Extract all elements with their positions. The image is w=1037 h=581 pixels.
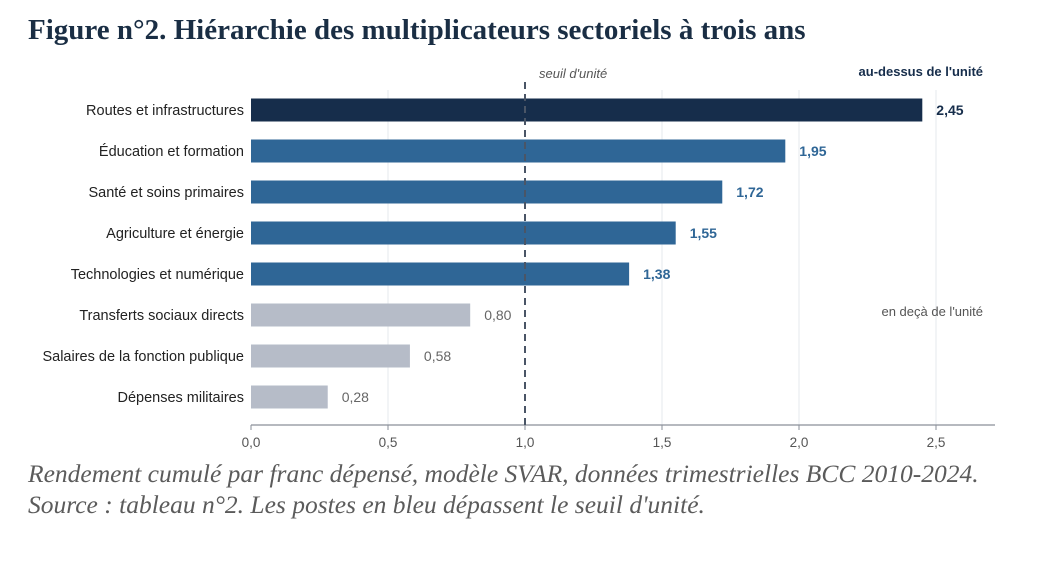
x-tick-label: 0,0 [242,435,261,450]
value-label: 0,28 [342,389,369,405]
category-label: Santé et soins primaires [88,185,244,201]
x-tick-label: 2,5 [927,435,946,450]
category-label: Transferts sociaux directs [79,308,244,324]
value-label: 1,38 [643,266,670,282]
annotations: seuil d'unité au-dessus de l'unité en deçà… [524,64,983,425]
value-label: 1,95 [799,143,826,159]
category-labels: Routes et infrastructures Éducation et fo… [42,103,244,406]
threshold-label: seuil d'unité [539,66,607,81]
bar [251,262,630,286]
category-label: Agriculture et énergie [106,226,244,242]
category-label: Salaires de la fonction publique [42,349,244,365]
value-label: 2,45 [936,102,963,118]
x-tick-label: 1,5 [653,435,672,450]
chart-caption: Rendement cumulé par franc dépensé, modè… [28,459,979,519]
value-label: 0,58 [424,348,451,364]
bar [251,180,723,204]
bar [251,139,786,163]
x-tick-label: 1,0 [516,435,535,450]
bar [251,344,410,368]
bar-chart: Routes et infrastructures Éducation et fo… [42,64,995,450]
value-label: 1,72 [736,184,763,200]
value-label: 1,55 [690,225,717,241]
value-label: 0,80 [484,307,511,323]
category-label: Dépenses militaires [117,390,244,406]
bar [251,385,328,409]
bars [251,98,923,409]
below-group-label: en deçà de l'unité [881,304,983,319]
category-label: Éducation et formation [99,143,244,160]
category-label: Technologies et numérique [71,267,244,283]
value-labels: 2,45 1,95 1,72 1,55 1,38 0,80 0,58 0,28 [342,102,964,405]
bar [251,98,923,122]
bar [251,303,471,327]
chart-title: Figure n°2. Hiérarchie des multiplicateu… [28,14,806,46]
bar [251,221,676,245]
category-label: Routes et infrastructures [86,103,244,119]
x-tick-label: 0,5 [379,435,398,450]
above-group-label: au-dessus de l'unité [859,64,983,79]
x-tick-label: 2,0 [790,435,809,450]
x-axis: 0,0 0,5 1,0 1,5 2,0 2,5 [242,424,995,450]
